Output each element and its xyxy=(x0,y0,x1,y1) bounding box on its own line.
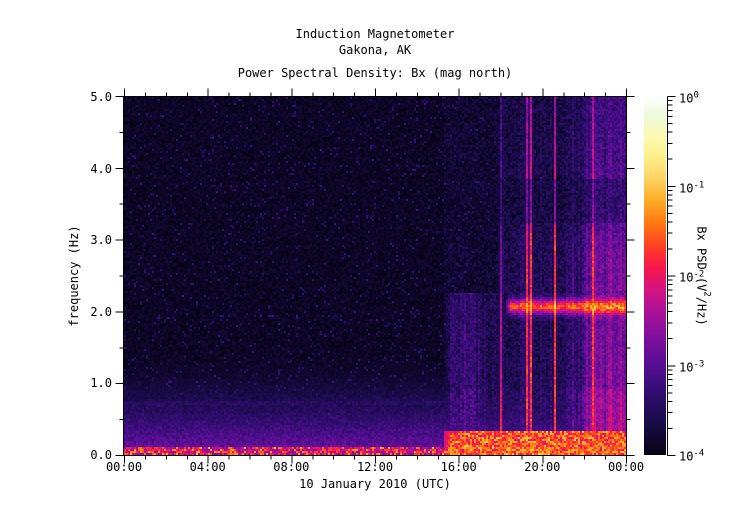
y-tick-label: 3.0 xyxy=(90,233,112,248)
figure-title: Induction Magnetometer xyxy=(295,27,455,41)
x-tick-label: 00:00 xyxy=(105,460,143,474)
colorbar-tick-label: 10-4 xyxy=(679,448,705,464)
colorbar-tick-label: 100 xyxy=(679,90,699,106)
colorbar-title: Bx PSD (V2/Hz) xyxy=(695,226,712,325)
colorbar-title-sup: 2 xyxy=(701,291,712,297)
colorbar-tick-label: 10-3 xyxy=(679,359,705,374)
colorbar-title-pre: Bx PSD (V xyxy=(694,226,709,292)
x-tick-label: 16:00 xyxy=(440,460,477,474)
y-axis-title: frequency (Hz) xyxy=(67,225,81,327)
figure-subtitle: Power Spectral Density: Bx (mag north) xyxy=(237,66,513,80)
x-tick-label: 20:00 xyxy=(524,460,561,474)
y-tick-label: 1.0 xyxy=(90,376,112,391)
y-tick-label: 4.0 xyxy=(90,161,112,176)
x-tick-label: 08:00 xyxy=(273,460,310,474)
colorbar-tick-label: 10-1 xyxy=(679,180,705,195)
colorbar-gradient xyxy=(644,97,666,455)
spectrogram-canvas xyxy=(124,97,626,455)
y-tick-label: 0.0 xyxy=(90,448,112,462)
figure-site: Gakona, AK xyxy=(338,43,412,57)
x-tick-label: 12:00 xyxy=(356,460,394,474)
x-tick-label: 00:00 xyxy=(607,460,645,474)
colorbar-tick-label: 10-2 xyxy=(679,269,705,285)
y-tick-label: 5.0 xyxy=(90,90,112,104)
x-tick-label: 04:00 xyxy=(189,460,226,474)
x-axis-title: 10 January 2010 (UTC) xyxy=(299,477,451,491)
y-tick-label: 2.0 xyxy=(90,304,112,319)
colorbar-title-post: /Hz) xyxy=(694,296,709,326)
